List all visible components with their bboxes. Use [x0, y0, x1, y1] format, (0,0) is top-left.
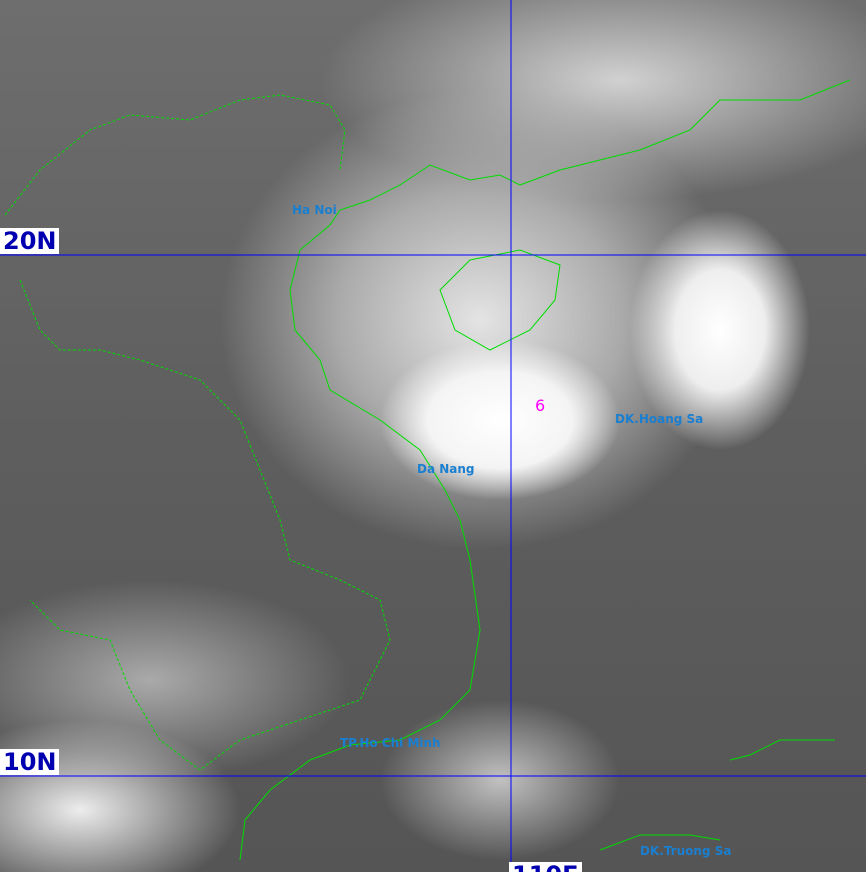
coastlines: [4, 79, 851, 861]
lon-label-110e: 110E: [509, 862, 582, 872]
place-truong-sa: DK.Truong Sa: [640, 844, 732, 858]
place-ha-noi: Ha Noi: [292, 203, 337, 217]
coastline-china: [519, 79, 851, 186]
lat-label-10n: 10N: [0, 749, 60, 775]
border-dashed: [4, 94, 346, 216]
typhoon-icon: 6: [535, 396, 546, 415]
border-dashed-2: [19, 279, 391, 771]
place-hoang-sa: DK.Hoang Sa: [615, 412, 704, 426]
hainan-island: [439, 249, 561, 351]
place-ho-chi-minh: TP.Ho Chi Minh: [340, 736, 441, 750]
coastline-mainland: [239, 164, 521, 861]
lat-label-20n: 20N: [0, 228, 60, 254]
island-east: [729, 739, 835, 761]
place-da-nang: Da Nang: [417, 462, 475, 476]
island-truong-sa: [599, 834, 721, 851]
